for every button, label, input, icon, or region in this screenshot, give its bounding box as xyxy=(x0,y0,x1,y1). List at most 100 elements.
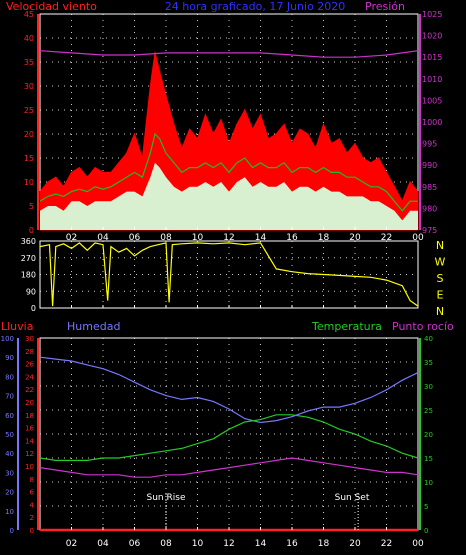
rain-axis-tick: 28 xyxy=(25,348,34,356)
gust-point xyxy=(47,181,49,183)
x-tick-label: 02 xyxy=(66,539,77,549)
x-tick-label: 10 xyxy=(192,539,204,549)
rain-axis-tick: 8 xyxy=(30,476,34,484)
gust-point xyxy=(78,167,80,169)
wind-axis-tick: 25 xyxy=(24,106,34,115)
gust-point xyxy=(299,128,301,130)
pressure-line xyxy=(39,50,419,58)
gust-point xyxy=(330,143,332,145)
gust-point xyxy=(220,119,222,121)
gust-point xyxy=(228,143,230,145)
x-tick-label: 06 xyxy=(129,233,141,243)
temperature-axis-tick: 0 xyxy=(424,527,428,535)
x-tick-label: 04 xyxy=(97,233,109,243)
x-tick-label: 18 xyxy=(318,539,330,549)
humidity-axis-tick: 10 xyxy=(5,508,14,516)
dew-point-line xyxy=(39,457,419,478)
gust-point xyxy=(102,171,104,173)
gust-point xyxy=(70,171,73,173)
x-tick-label: 08 xyxy=(160,233,172,243)
rain-axis-tick: 30 xyxy=(25,335,34,343)
pressure-axis-tick: 990 xyxy=(422,161,437,170)
wind-axis-tick: 30 xyxy=(24,82,34,91)
x-tick-label: 10 xyxy=(192,233,204,243)
temperature-axis-tick: 40 xyxy=(424,335,433,343)
rain-axis-tick: 18 xyxy=(25,412,34,420)
humidity-axis-tick: 60 xyxy=(5,412,14,420)
temperature-axis-tick: 10 xyxy=(424,479,433,487)
gust-point xyxy=(204,114,206,116)
compass-letter: E xyxy=(437,289,444,302)
gust-point xyxy=(370,162,372,164)
x-tick-label: 14 xyxy=(255,233,267,243)
gust-point xyxy=(354,143,356,145)
rain-axis-tick: 20 xyxy=(25,399,34,407)
gust-point xyxy=(307,133,309,135)
wind-fill-area xyxy=(40,162,418,230)
gust-point xyxy=(267,138,269,140)
gust-point xyxy=(338,138,340,140)
pressure-axis-tick: 1010 xyxy=(422,75,442,84)
gust-point xyxy=(409,181,411,183)
sun-set-label: Sun Set xyxy=(335,493,370,503)
x-tick-label: 16 xyxy=(286,539,298,549)
x-tick-label: 12 xyxy=(223,233,234,243)
gust-point xyxy=(181,147,183,149)
gust-point xyxy=(110,171,112,173)
gust-point xyxy=(259,114,262,116)
gust-point xyxy=(236,123,238,125)
x-tick-label: 20 xyxy=(349,539,361,549)
wind-axis-tick: 40 xyxy=(24,34,34,43)
gust-point xyxy=(141,157,143,159)
rain-axis-tick: 0 xyxy=(30,527,34,535)
wind-axis-tick: 10 xyxy=(24,178,34,187)
humidity-axis-tick: 100 xyxy=(1,335,14,343)
direction-axis-tick: 270 xyxy=(21,254,36,263)
temperature-axis-tick: 35 xyxy=(424,359,433,367)
pressure-axis-tick: 1025 xyxy=(422,10,442,19)
wind-axis-tick: 20 xyxy=(24,130,34,139)
grid-layer xyxy=(40,14,418,530)
compass-letter: S xyxy=(437,272,444,285)
gust-point xyxy=(378,157,380,159)
temperature-axis-tick: 30 xyxy=(424,383,433,391)
gust-point xyxy=(159,71,161,73)
average-wind-line xyxy=(39,132,418,212)
rain-axis-tick: 2 xyxy=(30,514,34,522)
pressure-axis-tick: 995 xyxy=(422,140,437,149)
gust-point xyxy=(86,176,88,178)
humidity-line xyxy=(39,356,419,424)
temperature-axis-tick: 5 xyxy=(424,503,428,511)
humidity-axis-tick: 70 xyxy=(5,393,14,401)
x-tick-label: 00 xyxy=(412,233,424,243)
gust-point xyxy=(118,162,120,164)
pressure-axis-tick: 1005 xyxy=(422,96,442,105)
gust-point xyxy=(244,109,246,111)
temperature-line xyxy=(39,414,419,461)
humidity-label: Humedad xyxy=(67,320,120,333)
humidity-axis-tick: 0 xyxy=(10,527,14,535)
gust-point xyxy=(401,200,403,202)
x-tick-label: 16 xyxy=(286,233,298,243)
gust-point xyxy=(417,191,419,193)
gust-point xyxy=(275,133,277,135)
pressure-axis-tick: 1020 xyxy=(422,32,442,41)
x-tick-label: 22 xyxy=(381,233,392,243)
gust-point xyxy=(173,123,175,125)
direction-axis-tick: 90 xyxy=(26,287,36,296)
gust-point xyxy=(149,85,151,87)
gust-point xyxy=(196,138,199,140)
humidity-axis-tick: 20 xyxy=(5,489,14,497)
gust-point xyxy=(212,133,214,135)
gust-point xyxy=(362,157,364,159)
x-tick-label: 02 xyxy=(66,233,77,243)
pressure-axis-tick: 1015 xyxy=(422,53,442,62)
x-tick-label: 00 xyxy=(412,539,424,549)
temperature-axis-tick: 15 xyxy=(424,455,433,463)
direction-axis-tick: 0 xyxy=(31,304,36,313)
wind-direction-line xyxy=(39,242,419,307)
wind-axis-tick: 5 xyxy=(29,202,34,211)
gust-point xyxy=(252,128,254,130)
